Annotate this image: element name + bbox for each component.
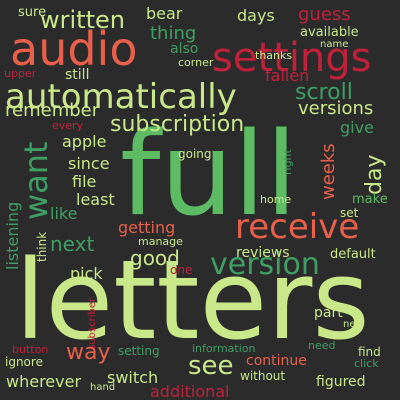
word: home: [260, 193, 292, 206]
word: upper: [4, 67, 37, 80]
word: apple: [62, 132, 107, 151]
word: think: [35, 231, 49, 262]
word: remember: [5, 100, 100, 121]
word: corner: [178, 56, 214, 69]
word: new: [343, 319, 364, 330]
word: listening: [3, 201, 22, 270]
word: good: [130, 246, 180, 270]
word: thanks: [255, 49, 293, 62]
word: weeks: [318, 143, 339, 200]
word: manage: [138, 235, 183, 248]
word: next: [50, 232, 95, 256]
word: day: [362, 154, 387, 195]
word: getting: [118, 218, 176, 237]
word: figured: [316, 374, 366, 390]
word: make: [352, 192, 388, 207]
word: bear: [146, 4, 183, 23]
word: button: [12, 343, 49, 356]
word: written: [40, 6, 125, 34]
word: information: [192, 342, 256, 355]
word: thing: [150, 23, 197, 44]
word: want: [17, 141, 55, 220]
word: receive: [235, 207, 360, 247]
word: every: [52, 119, 84, 132]
word: full: [120, 108, 298, 242]
word: fallen: [265, 66, 310, 85]
word: settings: [212, 35, 372, 81]
word: reviews: [236, 245, 290, 261]
word: give: [340, 118, 374, 137]
word: set: [340, 206, 359, 220]
word: additional: [150, 382, 230, 400]
word: setting: [118, 344, 160, 358]
word: audio: [10, 22, 138, 76]
word: like: [50, 204, 78, 223]
word: click: [354, 357, 379, 370]
word: continue: [246, 353, 307, 369]
word: without: [240, 369, 286, 383]
word: letters: [15, 236, 370, 364]
word: least: [76, 190, 115, 209]
word: days: [237, 6, 275, 25]
word: default: [330, 247, 376, 262]
word: since: [68, 154, 110, 173]
word: wherever: [6, 372, 82, 391]
word: one: [170, 263, 193, 277]
word: still: [65, 67, 90, 83]
word: see: [188, 351, 234, 381]
word: available: [300, 25, 359, 40]
word: guess: [298, 4, 351, 25]
word: automatically: [5, 77, 237, 117]
word: name: [320, 39, 349, 50]
word: sure: [18, 5, 47, 20]
word: part: [314, 305, 343, 321]
word: right: [281, 149, 294, 175]
word: subscription: [110, 112, 245, 137]
word: pick: [70, 264, 103, 283]
word: find: [358, 345, 381, 359]
word: way: [66, 340, 111, 365]
word: switch: [107, 368, 159, 387]
word: hand: [90, 382, 116, 393]
word: need: [308, 339, 336, 352]
word: versions: [298, 98, 374, 119]
word: file: [72, 172, 97, 191]
word: version: [210, 247, 320, 282]
word: also: [170, 41, 199, 57]
word: ignore: [5, 355, 43, 369]
word: going: [178, 147, 212, 161]
word: scroll: [295, 80, 353, 105]
